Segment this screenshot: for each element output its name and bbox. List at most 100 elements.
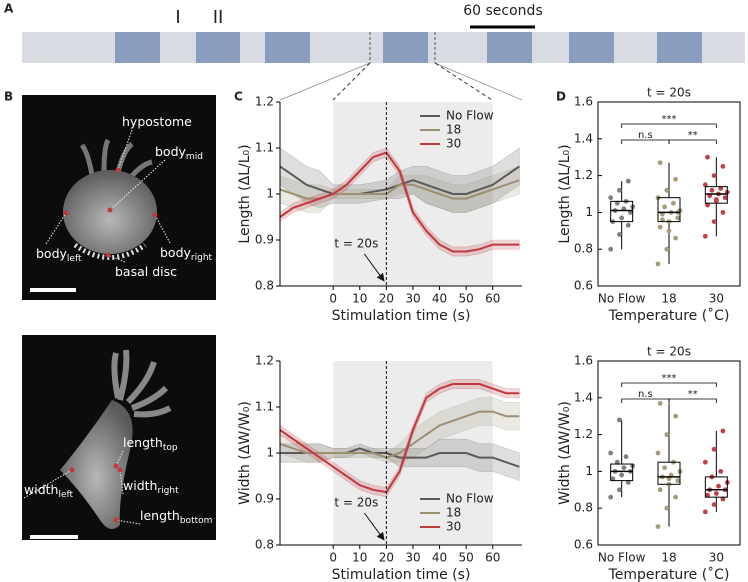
data-point — [702, 509, 708, 515]
data-point — [614, 200, 620, 206]
landmark — [113, 463, 119, 469]
micrograph — [22, 335, 216, 540]
data-point — [664, 246, 670, 252]
x-tick-label: 60 — [485, 292, 500, 306]
leader-line — [119, 469, 124, 495]
image-label: widthleft — [24, 482, 74, 500]
box — [704, 476, 728, 498]
data-point — [619, 215, 625, 221]
y-tick-label: 1.4 — [574, 390, 593, 404]
panel-label: B — [4, 90, 13, 104]
box — [610, 200, 634, 223]
panel-label: A — [4, 2, 14, 16]
x-tick-label: 50 — [459, 551, 474, 565]
scale-label: 60 seconds — [463, 3, 543, 19]
chart-title: t = 20s — [647, 345, 691, 359]
data-point — [713, 197, 719, 202]
label-sub: left — [67, 254, 82, 264]
y-tick-label: 1.6 — [574, 354, 593, 368]
data-point — [705, 154, 710, 160]
error-band — [279, 165, 520, 213]
legend-label: No Flow — [446, 492, 494, 506]
landmark — [113, 517, 119, 523]
y-axis-label: Length (ΔL/L₀) — [557, 144, 573, 243]
image-label: bodyright — [160, 245, 213, 263]
x-tick-label: 0 — [329, 551, 337, 565]
label-text: body — [155, 144, 187, 159]
legend-label: 18 — [446, 506, 461, 520]
data-point — [657, 224, 663, 230]
significance-label: *** — [662, 114, 677, 125]
data-point — [711, 446, 717, 452]
x-tick-label: 40 — [432, 292, 447, 306]
x-tick-label: 30 — [709, 292, 724, 306]
significance-label: n.s — [638, 130, 653, 141]
leader-line — [117, 129, 133, 171]
data-point — [625, 480, 631, 485]
x-tick-label: 30 — [405, 551, 420, 565]
landmark — [63, 210, 69, 216]
data-point — [608, 195, 614, 201]
data-point — [716, 483, 721, 489]
y-axis-label: Length (ΔL/L₀) — [237, 144, 253, 243]
x-axis-label: Stimulation time (s) — [332, 567, 471, 582]
label-sub: right — [191, 253, 213, 263]
y-tick-label: 0.9 — [255, 233, 274, 247]
data-point — [702, 459, 708, 465]
x-tick-label: 18 — [661, 551, 676, 565]
leader-line — [107, 254, 126, 263]
stimulus-blocks — [115, 32, 702, 63]
data-point — [608, 450, 614, 456]
data-point — [702, 182, 708, 188]
data-point — [617, 187, 622, 193]
y-tick-label: 1 — [266, 446, 274, 460]
x-tick-label: No Flow — [598, 292, 646, 306]
label-sub: left — [58, 490, 73, 500]
data-point — [625, 178, 631, 184]
landmark — [69, 467, 75, 473]
data-point — [718, 186, 724, 191]
error-band — [279, 379, 520, 498]
image-label: bodymid — [155, 144, 203, 162]
data-point — [664, 505, 670, 511]
significance-bracket — [668, 139, 717, 144]
data-point — [673, 176, 678, 182]
annotation: t = 20s — [334, 237, 378, 251]
legend-label: 18 — [446, 123, 461, 137]
label-text: body — [36, 246, 68, 261]
data-point — [610, 476, 616, 482]
y-tick-label: 1.1 — [255, 400, 274, 414]
x-tick-label: 18 — [661, 292, 676, 306]
chart-title: t = 20s — [647, 86, 691, 100]
landmark — [105, 252, 111, 258]
y-tick-label: 0.8 — [255, 538, 274, 552]
stim-mark: II — [213, 7, 224, 28]
data-point — [614, 459, 620, 465]
label-text: width — [24, 482, 58, 497]
y-tick-label: 0.6 — [574, 538, 593, 552]
data-point — [657, 400, 663, 406]
data-point — [720, 164, 726, 169]
label-sub: bottom — [180, 516, 213, 526]
label-text: basal disc — [115, 264, 177, 279]
box — [657, 461, 681, 485]
leader-line — [23, 469, 73, 499]
data-point — [671, 200, 676, 206]
significance-label: *** — [662, 373, 677, 384]
leader-line — [109, 159, 166, 211]
label-sub: top — [163, 443, 178, 453]
data-point — [666, 228, 672, 234]
y-tick-label: 1.2 — [255, 354, 274, 368]
annotation-arrow — [363, 512, 385, 541]
y-tick-label: 1 — [585, 464, 593, 478]
leader-line — [115, 519, 141, 525]
y-tick-label: 1.6 — [574, 95, 593, 109]
image-label: widthright — [123, 478, 179, 496]
label-sub: right — [157, 486, 179, 496]
panel-label: D — [556, 90, 566, 104]
plot-frame — [597, 360, 741, 546]
data-point — [617, 417, 622, 423]
data-point — [702, 233, 708, 239]
image-label: lengthbottom — [140, 508, 212, 526]
data-point — [713, 491, 719, 496]
